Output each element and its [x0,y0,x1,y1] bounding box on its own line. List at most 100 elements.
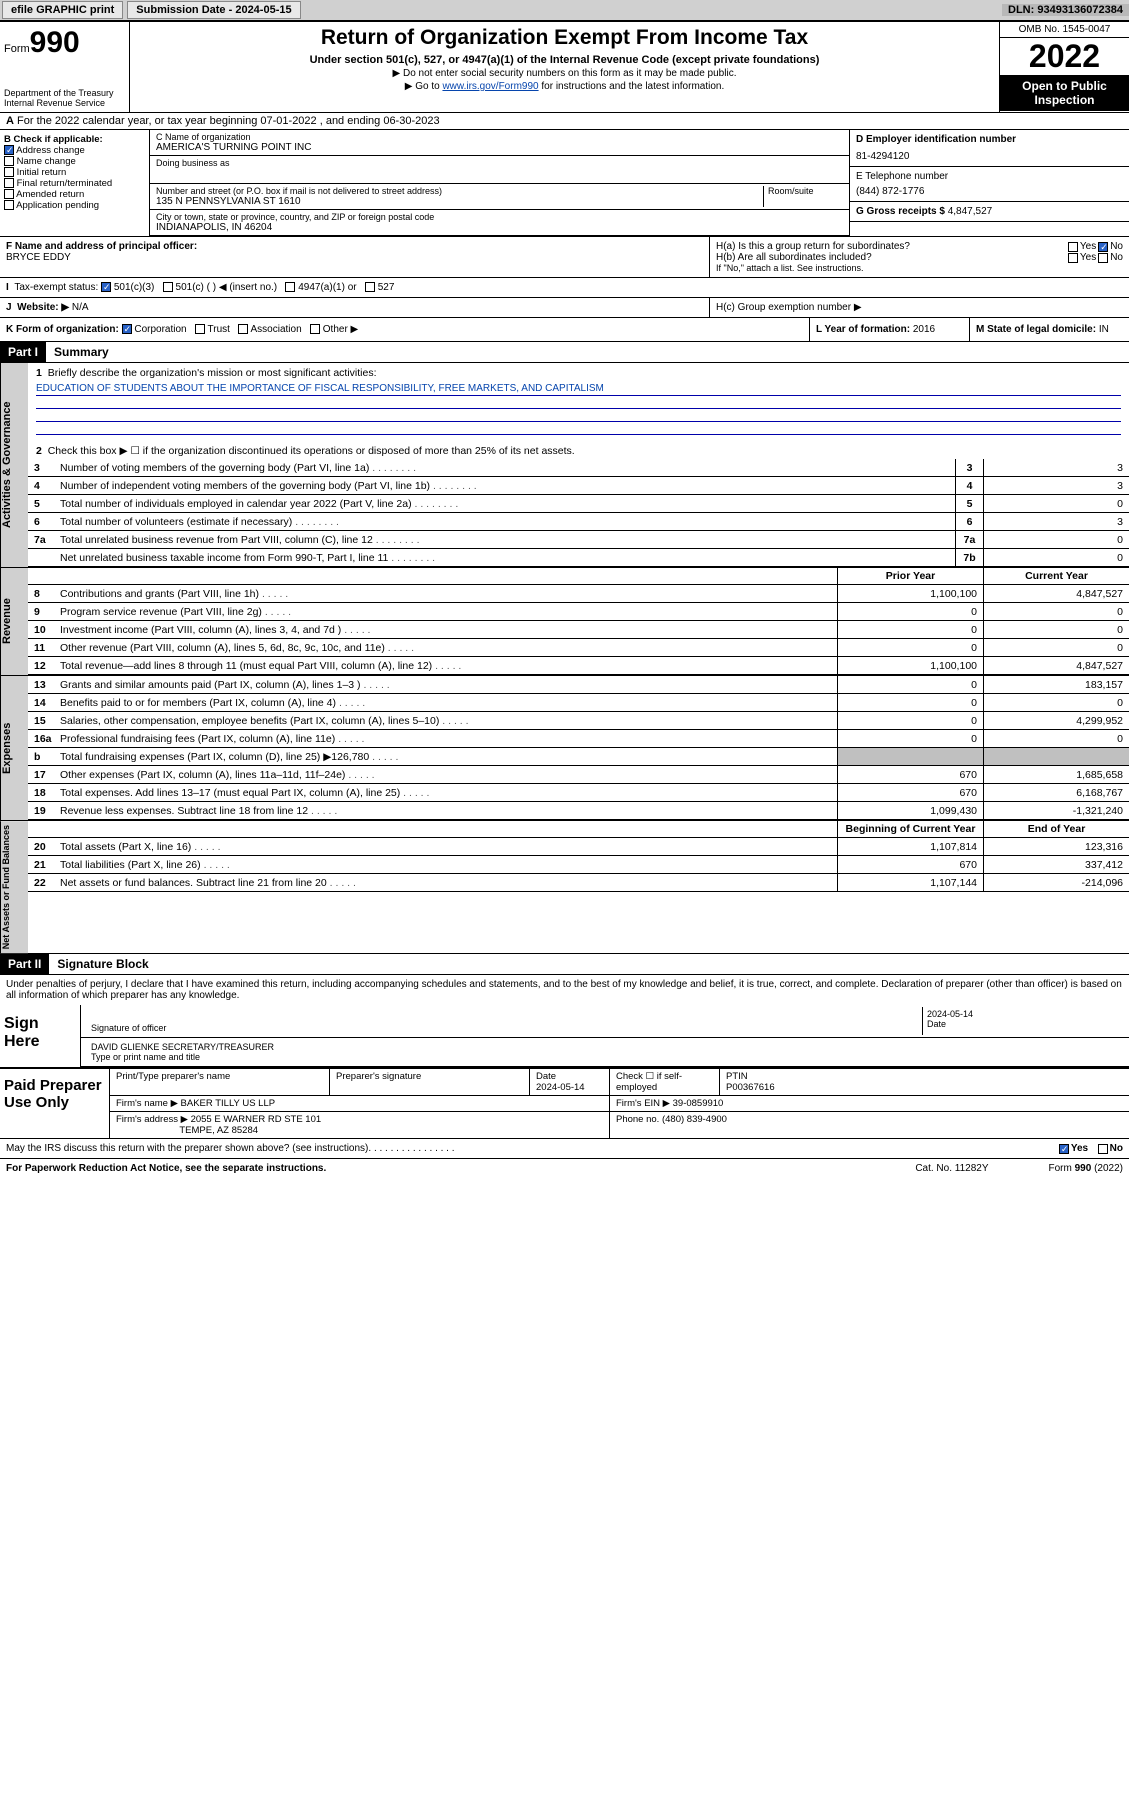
ein-value: 81-4294120 [856,151,1123,162]
checkbox-initial-return[interactable] [4,167,14,177]
cat-number: Cat. No. 11282Y [915,1163,988,1174]
checkbox-amended-return[interactable] [4,189,14,199]
side-label-net-assets: Net Assets or Fund Balances [0,821,28,953]
efile-button[interactable]: efile GRAPHIC print [2,1,123,19]
dln-value: DLN: 93493136072384 [1002,4,1129,16]
line-14: 14Benefits paid to or for members (Part … [28,694,1129,712]
firm-addr1: 2055 E WARNER RD STE 101 [191,1114,322,1125]
sign-date: 2024-05-14 [927,1009,1119,1019]
col-f: F Name and address of principal officer:… [0,237,709,277]
tax-status-2[interactable] [285,282,295,292]
block-b-c-d: B Check if applicable: Address change Na… [0,130,1129,237]
ptin: P00367616 [726,1082,775,1093]
line-19: 19Revenue less expenses. Subtract line 1… [28,802,1129,820]
org-form-3[interactable] [310,324,320,334]
form-ref: Form 990 (2022) [1049,1163,1123,1174]
form-title-box: Return of Organization Exempt From Incom… [130,22,999,112]
block-k-l-m: K Form of organization: Corporation Trus… [0,318,1129,342]
form-number-box: Form990 Department of the Treasury Inter… [0,22,130,112]
paid-preparer-block: Paid Preparer Use Only Print/Type prepar… [0,1068,1129,1139]
col-d-e-g: D Employer identification number81-42941… [849,130,1129,236]
line-21: 21Total liabilities (Part X, line 26) . … [28,856,1129,874]
tax-status-0[interactable] [101,282,111,292]
discuss-no-checkbox[interactable] [1098,1144,1108,1154]
city-state-zip: INDIANAPOLIS, IN 46204 [156,222,843,233]
revenue-block: Revenue Prior YearCurrent Year 8Contribu… [0,568,1129,676]
line-22: 22Net assets or fund balances. Subtract … [28,874,1129,892]
line-15: 15Salaries, other compensation, employee… [28,712,1129,730]
line-b: bTotal fundraising expenses (Part IX, co… [28,748,1129,766]
line-4: 4Number of independent voting members of… [28,477,1129,495]
line-18: 18Total expenses. Add lines 13–17 (must … [28,784,1129,802]
line-20: 20Total assets (Part X, line 16) . . . .… [28,838,1129,856]
tax-status-1[interactable] [163,282,173,292]
line-3: 3Number of voting members of the governi… [28,459,1129,477]
col-prior-year: Prior Year [837,568,983,585]
block-f-h: F Name and address of principal officer:… [0,237,1129,278]
department-label: Department of the Treasury Internal Reve… [4,88,125,108]
side-label-expenses: Expenses [0,676,28,820]
firm-name: BAKER TILLY US LLP [181,1098,276,1109]
sign-here-label: Sign Here [0,1005,80,1067]
part2-header: Part IISignature Block [0,954,1129,975]
street-address: 135 N PENNSYLVANIA ST 1610 [156,196,763,207]
discuss-row: May the IRS discuss this return with the… [0,1139,1129,1158]
year-formation: 2016 [913,324,935,335]
org-form-2[interactable] [238,324,248,334]
open-inspection: Open to Public Inspection [1000,75,1129,111]
prep-date: 2024-05-14 [536,1082,585,1093]
discuss-yes-checkbox[interactable] [1059,1144,1069,1154]
side-label-governance: Activities & Governance [0,363,28,567]
penalty-statement: Under penalties of perjury, I declare th… [0,975,1129,1005]
checkbox-name-change[interactable] [4,156,14,166]
line-a: A For the 2022 calendar year, or tax yea… [0,113,1129,130]
activities-governance-block: Activities & Governance 1 Briefly descri… [0,363,1129,568]
group-exemption: H(c) Group exemption number ▶ [709,298,1129,317]
org-form-0[interactable] [122,324,132,334]
col-current-year: Current Year [983,568,1129,585]
checkbox-final-return-terminated[interactable] [4,178,14,188]
line-9: 9Program service revenue (Part VIII, lin… [28,603,1129,621]
part1-header: Part ISummary [0,342,1129,363]
topbar: efile GRAPHIC print Submission Date - 20… [0,0,1129,22]
instructions-link-line: ▶ Go to www.irs.gov/Form990 for instruct… [134,81,995,92]
gross-receipts: 4,847,527 [948,206,993,217]
ssn-note: ▶ Do not enter social security numbers o… [134,68,995,79]
org-name: AMERICA'S TURNING POINT INC [156,142,843,153]
instructions-link[interactable]: www.irs.gov/Form990 [442,81,538,92]
col-c-org-info: C Name of organizationAMERICA'S TURNING … [150,130,849,236]
org-form-1[interactable] [195,324,205,334]
form-header: Form990 Department of the Treasury Inter… [0,22,1129,113]
mission-text: EDUCATION OF STUDENTS ABOUT THE IMPORTAN… [36,383,1121,396]
line-7b: Net unrelated business taxable income fr… [28,549,1129,567]
line-6: 6Total number of volunteers (estimate if… [28,513,1129,531]
expenses-block: Expenses 13Grants and similar amounts pa… [0,676,1129,821]
line-5: 5Total number of individuals employed in… [28,495,1129,513]
firm-addr2: TEMPE, AZ 85284 [179,1125,258,1136]
submission-date: Submission Date - 2024-05-15 [127,1,300,19]
footer: For Paperwork Reduction Act Notice, see … [0,1158,1129,1178]
checkbox-application-pending[interactable] [4,200,14,210]
telephone: (844) 872-1776 [856,186,1123,197]
line-10: 10Investment income (Part VIII, column (… [28,621,1129,639]
col-end: End of Year [983,821,1129,838]
col-b-checkboxes: B Check if applicable: Address change Na… [0,130,150,236]
omb-number: OMB No. 1545-0047 [1000,22,1129,38]
block-i-j: I Tax-exempt status: 501(c)(3) 501(c) ( … [0,278,1129,298]
line-13: 13Grants and similar amounts paid (Part … [28,676,1129,694]
line-7a: 7aTotal unrelated business revenue from … [28,531,1129,549]
tax-year: 2022 [1000,38,1129,75]
net-assets-block: Net Assets or Fund Balances Beginning of… [0,821,1129,954]
line-8: 8Contributions and grants (Part VIII, li… [28,585,1129,603]
checkbox-address-change[interactable] [4,145,14,155]
tax-status-3[interactable] [365,282,375,292]
line-16a: 16aProfessional fundraising fees (Part I… [28,730,1129,748]
year-box: OMB No. 1545-0047 2022 Open to Public In… [999,22,1129,112]
col-h: H(a) Is this a group return for subordin… [709,237,1129,277]
form-title: Return of Organization Exempt From Incom… [134,26,995,50]
line-11: 11Other revenue (Part VIII, column (A), … [28,639,1129,657]
form-subtitle: Under section 501(c), 527, or 4947(a)(1)… [134,54,995,66]
website: N/A [72,302,89,313]
line-12: 12Total revenue—add lines 8 through 11 (… [28,657,1129,675]
side-label-revenue: Revenue [0,568,28,675]
